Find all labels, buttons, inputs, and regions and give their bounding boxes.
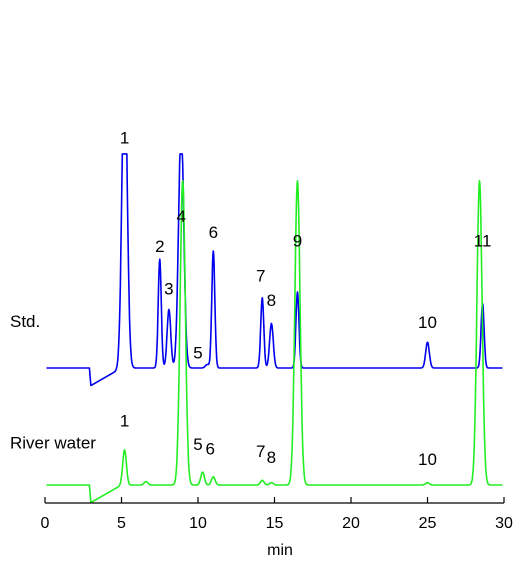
peak-label-10: 10 — [418, 313, 437, 332]
peak-label-1: 1 — [120, 412, 129, 431]
trace-label-std: Std. — [10, 312, 40, 331]
peak-label-7: 7 — [256, 442, 265, 461]
peak-label-10: 10 — [418, 450, 437, 469]
peak-label-1: 1 — [120, 128, 129, 147]
x-axis: 0 5 10 15 20 25 30 — [41, 497, 513, 532]
peak-label-8: 8 — [267, 448, 276, 467]
x-axis-title: min — [267, 542, 293, 559]
peak-label-9: 9 — [293, 231, 302, 250]
x-tick-label-25: 25 — [419, 515, 437, 532]
x-tick-label-30: 30 — [495, 515, 513, 532]
trace-line-river-water — [46, 180, 503, 504]
x-tick-label-0: 0 — [41, 515, 50, 532]
peak-label-2: 2 — [155, 237, 164, 256]
trace-line-std — [46, 153, 503, 387]
peak-label-5: 5 — [193, 435, 202, 454]
peak-label-4: 4 — [176, 207, 185, 226]
traces-group — [46, 153, 503, 504]
peak-label-6: 6 — [205, 440, 214, 459]
x-tick-label-5: 5 — [117, 515, 126, 532]
peak-label-7: 7 — [256, 266, 265, 285]
peak-label-3: 3 — [164, 279, 173, 298]
peak-label-5: 5 — [193, 344, 202, 363]
peak-label-6: 6 — [209, 223, 218, 242]
x-tick-label-20: 20 — [342, 515, 360, 532]
trace-label-river-water: River water — [10, 434, 96, 453]
x-tick-label-10: 10 — [189, 515, 207, 532]
x-tick-label-15: 15 — [266, 515, 284, 532]
peak-label-8: 8 — [267, 291, 276, 310]
peak-label-11: 11 — [474, 231, 492, 250]
